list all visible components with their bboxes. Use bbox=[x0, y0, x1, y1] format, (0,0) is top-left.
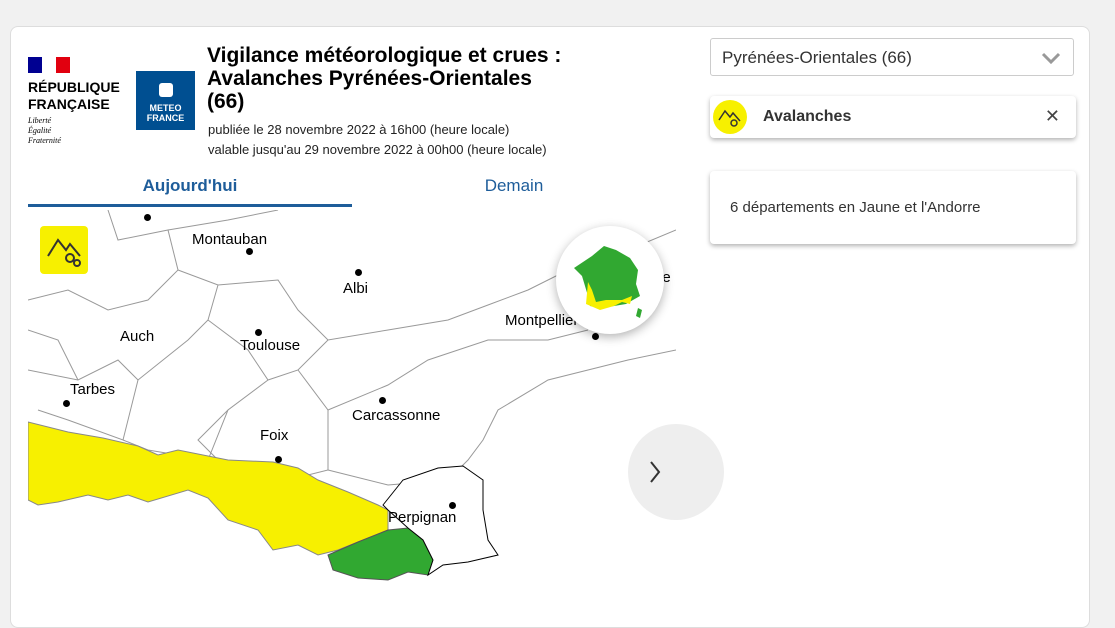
motto: Liberté bbox=[28, 116, 52, 125]
page-title: Vigilance météorologique et crues : Aval… bbox=[207, 44, 562, 113]
city-label: Montpellier bbox=[505, 312, 579, 329]
department-borders bbox=[28, 210, 676, 581]
city-label: Perpignan bbox=[388, 509, 457, 526]
chevron-down-icon bbox=[1041, 52, 1061, 64]
logo-text: RÉPUBLIQUE bbox=[28, 79, 120, 95]
valid-until: valable jusqu'au 29 novembre 2022 à 00h0… bbox=[208, 142, 547, 157]
active-tab-indicator bbox=[28, 204, 352, 207]
city-label: Auch bbox=[120, 328, 155, 345]
motto: Fraternité bbox=[28, 136, 61, 145]
department-select-value: Pyrénées-Orientales (66) bbox=[722, 48, 912, 67]
pyrenees-orientales[interactable] bbox=[382, 465, 499, 577]
next-arrow-button[interactable] bbox=[628, 424, 724, 520]
city-label: Foix bbox=[260, 427, 289, 444]
city-label: Montauban bbox=[192, 231, 268, 248]
department-select[interactable]: Pyrénées-Orientales (66) bbox=[710, 38, 1074, 76]
meteo-france-logo: METEO FRANCE bbox=[136, 71, 195, 130]
logo-text: FRANÇAISE bbox=[28, 96, 110, 112]
yellow-zone[interactable] bbox=[28, 421, 389, 556]
republique-francaise-logo: RÉPUBLIQUE FRANÇAISE Liberté Égalité Frater… bbox=[28, 57, 120, 146]
france-minimap[interactable] bbox=[556, 226, 664, 334]
city-label: Carcassonne bbox=[352, 407, 441, 424]
filter-chip-label: Avalanches bbox=[763, 108, 852, 125]
tab-today[interactable]: Aujourd'hui bbox=[142, 176, 238, 195]
dates: publiée le 28 novembre 2022 à 16h00 (heu… bbox=[208, 120, 547, 160]
city-label: Tarbes bbox=[70, 381, 116, 398]
city-label: Toulouse bbox=[240, 337, 301, 354]
info-panel: 6 départements en Jaune et l'Andorre bbox=[710, 171, 1076, 244]
avalanche-icon bbox=[40, 226, 88, 274]
city-label: Albi bbox=[343, 280, 369, 297]
motto: Égalité bbox=[28, 126, 52, 135]
close-icon[interactable]: ✕ bbox=[1044, 106, 1060, 126]
info-text: 6 départements en Jaune et l'Andorre bbox=[730, 199, 981, 216]
vigilance-map[interactable]: Montauban Albi Auch Toulouse Montpellier… bbox=[28, 210, 676, 610]
tab-tomorrow[interactable]: Demain bbox=[484, 176, 544, 195]
filter-chip-avalanches[interactable]: Avalanches ✕ bbox=[710, 96, 1076, 138]
avalanche-icon bbox=[713, 100, 747, 134]
published-date: publiée le 28 novembre 2022 à 16h00 (heu… bbox=[208, 122, 510, 137]
